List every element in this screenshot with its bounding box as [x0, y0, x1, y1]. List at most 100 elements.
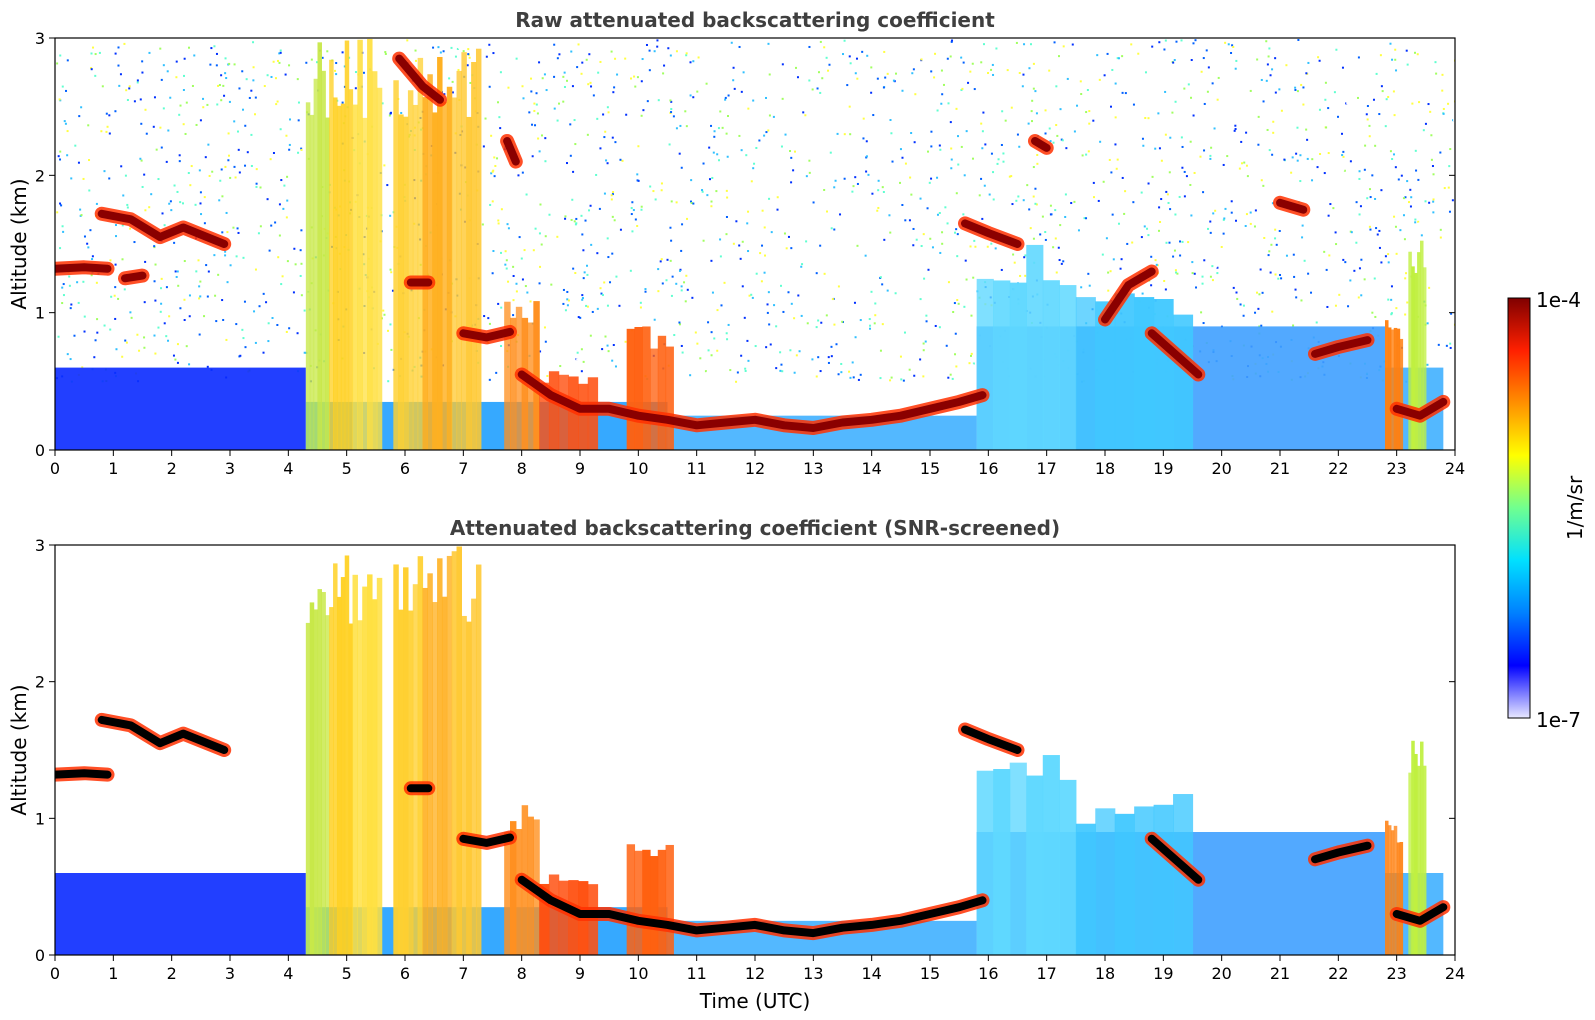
- noise-pixel: [218, 83, 221, 86]
- noise-pixel: [1022, 73, 1025, 76]
- noise-pixel: [91, 255, 94, 258]
- noise-pixel: [1213, 127, 1216, 130]
- noise-pixel: [1216, 266, 1219, 269]
- noise-pixel: [1200, 70, 1203, 73]
- noise-pixel: [973, 88, 976, 91]
- noise-pixel: [59, 247, 62, 250]
- noise-pixel: [995, 47, 998, 50]
- noise-pixel: [831, 298, 834, 301]
- noise-pixel: [384, 51, 387, 54]
- noise-pixel: [1381, 90, 1384, 93]
- noise-pixel: [155, 148, 158, 151]
- noise-pixel: [727, 323, 730, 326]
- noise-pixel: [94, 53, 97, 56]
- precipitation-curtain: [352, 574, 358, 955]
- noise-pixel: [606, 162, 609, 165]
- cloud-layer: [97, 209, 229, 248]
- noise-pixel: [1296, 159, 1299, 162]
- noise-pixel: [310, 58, 313, 61]
- precipitation-curtain: [475, 564, 482, 955]
- noise-pixel: [732, 66, 735, 69]
- noise-pixel: [233, 165, 236, 168]
- noise-pixel: [1405, 49, 1408, 52]
- noise-pixel: [130, 289, 133, 292]
- precipitation-curtain: [1422, 267, 1427, 450]
- noise-pixel: [1432, 200, 1435, 203]
- noise-pixel: [828, 63, 831, 66]
- noise-pixel: [911, 72, 914, 75]
- noise-pixel: [1089, 253, 1092, 256]
- noise-pixel: [969, 70, 972, 73]
- noise-pixel: [763, 134, 766, 137]
- noise-pixel: [1327, 214, 1330, 217]
- noise-pixel: [278, 234, 281, 237]
- precipitation-curtain: [1396, 842, 1401, 955]
- noise-pixel: [1085, 217, 1088, 220]
- noise-pixel: [1057, 246, 1060, 249]
- precipitation-curtain: [1408, 251, 1412, 450]
- noise-pixel: [631, 230, 634, 233]
- noise-pixel: [198, 297, 201, 300]
- noise-pixel: [159, 47, 162, 50]
- noise-pixel: [108, 114, 111, 117]
- noise-pixel: [981, 217, 984, 220]
- noise-pixel: [871, 141, 874, 144]
- noise-pixel: [1370, 282, 1373, 285]
- noise-pixel: [1163, 279, 1166, 282]
- noise-pixel: [114, 263, 117, 266]
- precipitation-curtain: [461, 52, 467, 450]
- noise-pixel: [689, 61, 692, 64]
- noise-pixel: [1146, 227, 1149, 230]
- noise-pixel: [1029, 227, 1032, 230]
- noise-pixel: [826, 210, 829, 213]
- noise-pixel: [144, 260, 147, 263]
- noise-pixel: [987, 72, 990, 75]
- noise-pixel: [566, 117, 569, 120]
- noise-pixel: [280, 179, 283, 182]
- panel-raw-ytick-label: 2: [35, 166, 45, 185]
- noise-pixel: [1114, 143, 1117, 146]
- noise-pixel: [580, 72, 583, 75]
- noise-pixel: [623, 282, 626, 285]
- noise-pixel: [869, 327, 872, 330]
- colorbar-label: 1/m/sr: [1563, 475, 1587, 540]
- noise-pixel: [784, 133, 787, 136]
- noise-pixel: [883, 50, 886, 53]
- noise-pixel: [1211, 279, 1214, 282]
- noise-pixel: [718, 159, 721, 162]
- noise-pixel: [587, 83, 590, 86]
- noise-pixel: [1055, 124, 1058, 127]
- noise-pixel: [1051, 254, 1054, 257]
- noise-pixel: [1345, 201, 1348, 204]
- noise-pixel: [1060, 138, 1063, 141]
- noise-pixel: [1306, 138, 1309, 141]
- noise-pixel: [1002, 160, 1005, 163]
- noise-pixel: [299, 274, 302, 277]
- noise-pixel: [982, 43, 985, 46]
- noise-pixel: [66, 353, 69, 356]
- cloud-layer: [1311, 841, 1372, 864]
- panel-screened-ytick-label: 1: [35, 809, 45, 828]
- noise-pixel: [59, 150, 62, 153]
- precipitation-curtain: [1095, 301, 1116, 450]
- noise-pixel: [1291, 156, 1294, 159]
- noise-pixel: [82, 177, 85, 180]
- noise-pixel: [702, 162, 705, 165]
- precipitation-curtain: [466, 621, 472, 955]
- noise-pixel: [1368, 188, 1371, 191]
- noise-pixel: [970, 125, 973, 128]
- noise-pixel: [1172, 255, 1175, 258]
- noise-pixel: [183, 74, 186, 77]
- noise-pixel: [746, 222, 749, 225]
- noise-pixel: [539, 203, 542, 206]
- panel-screened-title: Attenuated backscattering coefficient (S…: [450, 516, 1060, 540]
- precipitation-curtain: [642, 326, 651, 450]
- noise-pixel: [185, 101, 188, 104]
- noise-pixel: [1246, 175, 1249, 178]
- noise-pixel: [207, 270, 210, 273]
- noise-pixel: [1036, 162, 1039, 165]
- noise-pixel: [725, 215, 728, 218]
- noise-pixel: [553, 107, 556, 110]
- noise-pixel: [746, 339, 749, 342]
- noise-pixel: [640, 114, 643, 117]
